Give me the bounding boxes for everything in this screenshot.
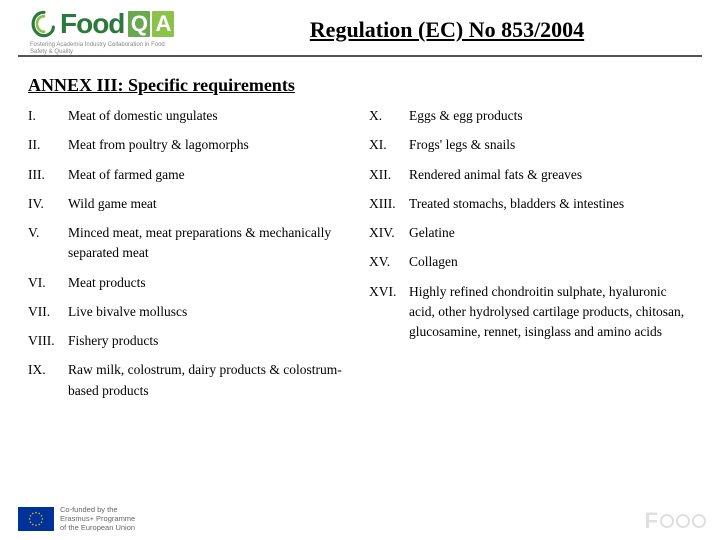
list-item: III.Meat of farmed game	[28, 165, 351, 185]
annex-left-column: I.Meat of domestic ungulatesII.Meat from…	[28, 106, 351, 410]
item-numeral: VI.	[28, 273, 68, 293]
footer: Co-funded by the Erasmus+ Programme of t…	[18, 505, 135, 532]
list-item: V.Minced meat, meat preparations & mecha…	[28, 223, 351, 264]
item-text: Meat of domestic ungulates	[68, 106, 351, 126]
watermark-circle-icon	[676, 514, 690, 528]
item-text: Gelatine	[409, 223, 692, 243]
list-item: VIII.Fishery products	[28, 331, 351, 351]
list-item: XII.Rendered animal fats & greaves	[369, 165, 692, 185]
logo-swirl-icon	[30, 10, 58, 38]
list-item: II.Meat from poultry & lagomorphs	[28, 135, 351, 155]
logo-tagline: Fostering Academia Industry Collaboratio…	[30, 42, 180, 55]
brand-logo: Food Q A	[30, 8, 174, 40]
item-text: Collagen	[409, 252, 692, 272]
list-item: IV.Wild game meat	[28, 194, 351, 214]
logo-qa-badge: Q A	[128, 11, 174, 37]
item-numeral: I.	[28, 106, 68, 126]
watermark-circle-icon	[660, 514, 674, 528]
item-text: Rendered animal fats & greaves	[409, 165, 692, 185]
footer-text: Co-funded by the Erasmus+ Programme of t…	[60, 505, 135, 532]
item-numeral: XI.	[369, 135, 409, 155]
watermark-letter: F	[645, 508, 658, 534]
item-numeral: XIII.	[369, 194, 409, 214]
footer-line3: of the European Union	[60, 523, 135, 532]
item-text: Raw milk, colostrum, dairy products & co…	[68, 360, 351, 401]
item-numeral: VIII.	[28, 331, 68, 351]
item-numeral: XIV.	[369, 223, 409, 243]
logo-q-letter: Q	[128, 11, 150, 37]
page-header: Food Q A Fostering Academia Industry Col…	[18, 0, 702, 57]
footer-line2: Erasmus+ Programme	[60, 514, 135, 523]
footer-line1: Co-funded by the	[60, 505, 135, 514]
list-item: XVI.Highly refined chondroitin sulphate,…	[369, 282, 692, 343]
list-item: XI.Frogs' legs & snails	[369, 135, 692, 155]
item-text: Highly refined chondroitin sulphate, hya…	[409, 282, 692, 343]
item-numeral: IV.	[28, 194, 68, 214]
item-text: Meat products	[68, 273, 351, 293]
item-numeral: VII.	[28, 302, 68, 322]
watermark-icon: F	[645, 508, 706, 534]
list-item: X.Eggs & egg products	[369, 106, 692, 126]
item-text: Live bivalve molluscs	[68, 302, 351, 322]
item-numeral: II.	[28, 135, 68, 155]
item-text: Treated stomachs, bladders & intestines	[409, 194, 692, 214]
item-text: Meat from poultry & lagomorphs	[68, 135, 351, 155]
list-item: XV.Collagen	[369, 252, 692, 272]
item-numeral: III.	[28, 165, 68, 185]
list-item: XIII.Treated stomachs, bladders & intest…	[369, 194, 692, 214]
logo-brand-text: Food	[60, 8, 124, 40]
item-numeral: IX.	[28, 360, 68, 380]
item-text: Frogs' legs & snails	[409, 135, 692, 155]
item-text: Fishery products	[68, 331, 351, 351]
item-numeral: V.	[28, 223, 68, 243]
main-content: ANNEX III: Specific requirements I.Meat …	[0, 57, 720, 410]
annex-columns: I.Meat of domestic ungulatesII.Meat from…	[28, 106, 692, 410]
item-numeral: XV.	[369, 252, 409, 272]
watermark-circle-icon	[692, 514, 706, 528]
eu-stars-icon	[28, 511, 44, 527]
item-text: Meat of farmed game	[68, 165, 351, 185]
list-item: VII.Live bivalve molluscs	[28, 302, 351, 322]
item-text: Minced meat, meat preparations & mechani…	[68, 223, 351, 264]
annex-heading: ANNEX III: Specific requirements	[28, 75, 692, 96]
list-item: IX.Raw milk, colostrum, dairy products &…	[28, 360, 351, 401]
list-item: VI.Meat products	[28, 273, 351, 293]
item-text: Wild game meat	[68, 194, 351, 214]
page-title: Regulation (EC) No 853/2004	[204, 17, 690, 47]
item-numeral: XII.	[369, 165, 409, 185]
list-item: I.Meat of domestic ungulates	[28, 106, 351, 126]
annex-right-column: X.Eggs & egg productsXI.Frogs' legs & sn…	[369, 106, 692, 410]
item-numeral: X.	[369, 106, 409, 126]
list-item: XIV.Gelatine	[369, 223, 692, 243]
item-numeral: XVI.	[369, 282, 409, 302]
eu-flag-icon	[18, 507, 54, 531]
logo-block: Food Q A Fostering Academia Industry Col…	[30, 8, 180, 55]
logo-a-letter: A	[152, 11, 174, 37]
item-text: Eggs & egg products	[409, 106, 692, 126]
